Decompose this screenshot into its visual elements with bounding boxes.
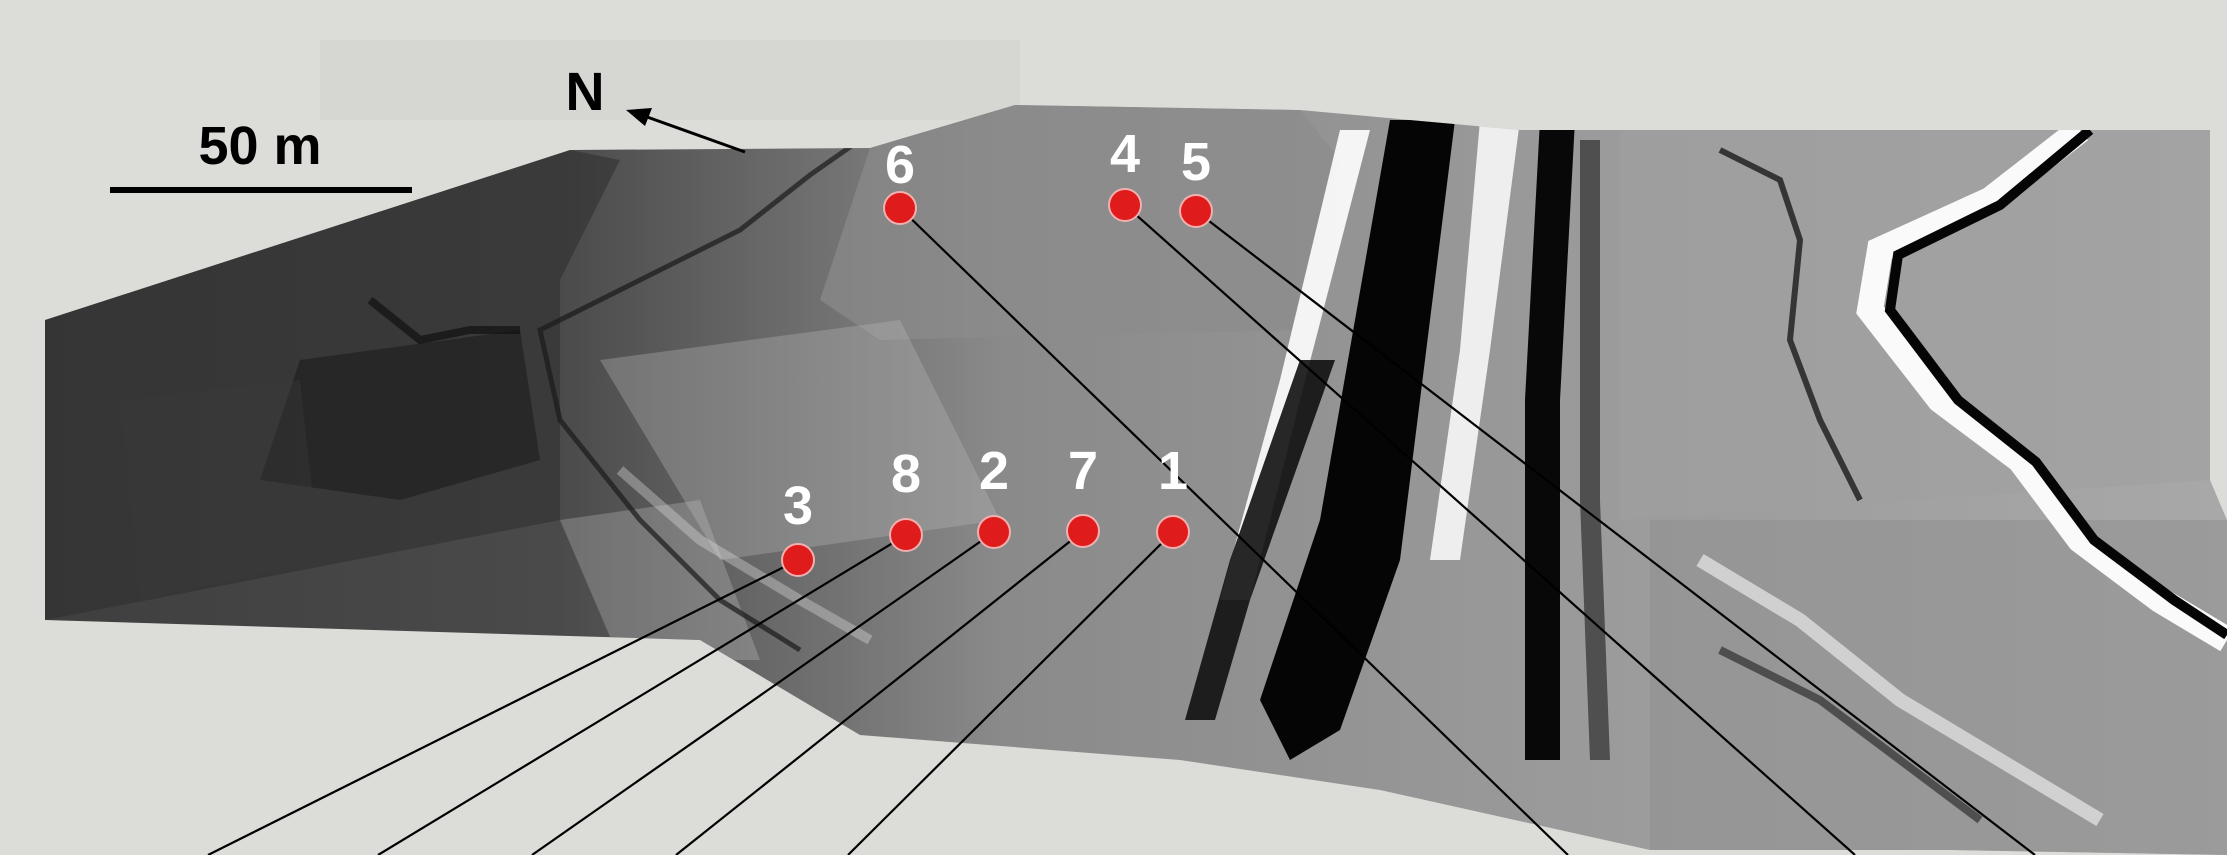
marker-4[interactable]: 4 — [1108, 124, 1142, 222]
marker-7[interactable]: 7 — [1066, 441, 1100, 548]
marker-8[interactable]: 8 — [889, 444, 923, 552]
marker-label: 3 — [783, 476, 813, 536]
marker-label: 1 — [1158, 441, 1188, 501]
marker-label: 2 — [979, 441, 1009, 501]
marker-dot[interactable] — [1156, 515, 1190, 549]
marker-dot[interactable] — [889, 518, 923, 552]
scale-label: 50 m — [198, 116, 321, 176]
marker-dot[interactable] — [1179, 194, 1213, 228]
leader-lines — [207, 204, 2036, 855]
marker-label: 4 — [1110, 124, 1140, 184]
marker-dot[interactable] — [1066, 514, 1100, 548]
leader-line-5 — [1195, 210, 2036, 855]
north-arrow-icon — [626, 108, 746, 154]
marker-1[interactable]: 1 — [1156, 441, 1190, 549]
leader-line-4 — [1124, 204, 1856, 855]
leader-line-6 — [899, 207, 1569, 855]
leader-line-3 — [207, 559, 799, 855]
marker-dot[interactable] — [1108, 188, 1142, 222]
marker-dot[interactable] — [977, 515, 1011, 549]
north-label: N — [566, 62, 605, 122]
leader-line-1 — [847, 531, 1174, 855]
marker-label: 7 — [1068, 441, 1098, 501]
marker-label: 6 — [885, 135, 915, 195]
leader-line-7 — [675, 530, 1084, 855]
marker-dot[interactable] — [883, 191, 917, 225]
background-haze — [320, 40, 1020, 120]
leader-line-8 — [377, 534, 907, 855]
marker-label: 8 — [891, 444, 921, 504]
leader-line-2 — [531, 531, 995, 855]
marker-3[interactable]: 3 — [781, 476, 815, 577]
marker-2[interactable]: 2 — [977, 441, 1011, 549]
marker-dot[interactable] — [781, 543, 815, 577]
marker-label: 5 — [1181, 132, 1211, 192]
marker-6[interactable]: 6 — [883, 135, 917, 225]
marker-5[interactable]: 5 — [1179, 132, 1213, 228]
